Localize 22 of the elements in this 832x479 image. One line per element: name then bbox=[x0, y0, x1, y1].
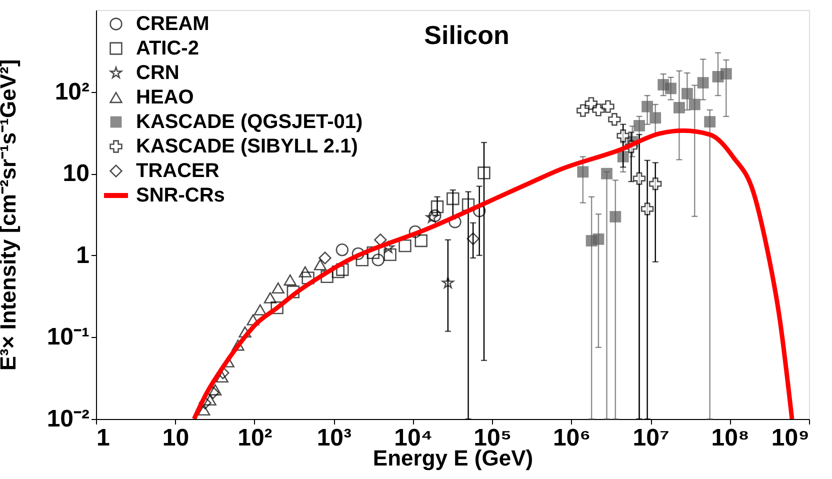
y-tick-label: 10⁻¹ bbox=[46, 324, 90, 351]
x-tick-label: 10⁹ bbox=[771, 424, 810, 452]
legend-label: ATIC-2 bbox=[136, 38, 199, 60]
legend-label: KASCADE (SIBYLL 2.1) bbox=[136, 136, 358, 158]
legend-label: CRN bbox=[136, 62, 180, 84]
legend-label: SNR-CRs bbox=[136, 184, 225, 206]
x-tick-label: 10 bbox=[162, 424, 190, 452]
x-tick-label: 10² bbox=[238, 424, 272, 452]
legend-label: CREAM bbox=[136, 13, 210, 35]
x-tick-label: 10⁷ bbox=[632, 424, 670, 452]
x-tick-label: 10⁸ bbox=[711, 424, 750, 452]
legend-label: KASCADE (QGSJET-01) bbox=[136, 111, 363, 133]
legend-label: TRACER bbox=[136, 160, 220, 182]
y-tick-label: 10 bbox=[62, 160, 90, 188]
y-tick-label: 1 bbox=[76, 242, 90, 269]
x-tick-label: 10⁶ bbox=[552, 424, 591, 452]
y-tick-label: 10⁻² bbox=[46, 406, 90, 432]
y-tick-label: 10² bbox=[54, 78, 90, 106]
x-tick-label: 1 bbox=[96, 424, 110, 452]
x-tick-label: 10³ bbox=[316, 424, 352, 452]
chart-title: Silicon bbox=[424, 20, 510, 50]
legend-label: HEAO bbox=[136, 86, 194, 108]
